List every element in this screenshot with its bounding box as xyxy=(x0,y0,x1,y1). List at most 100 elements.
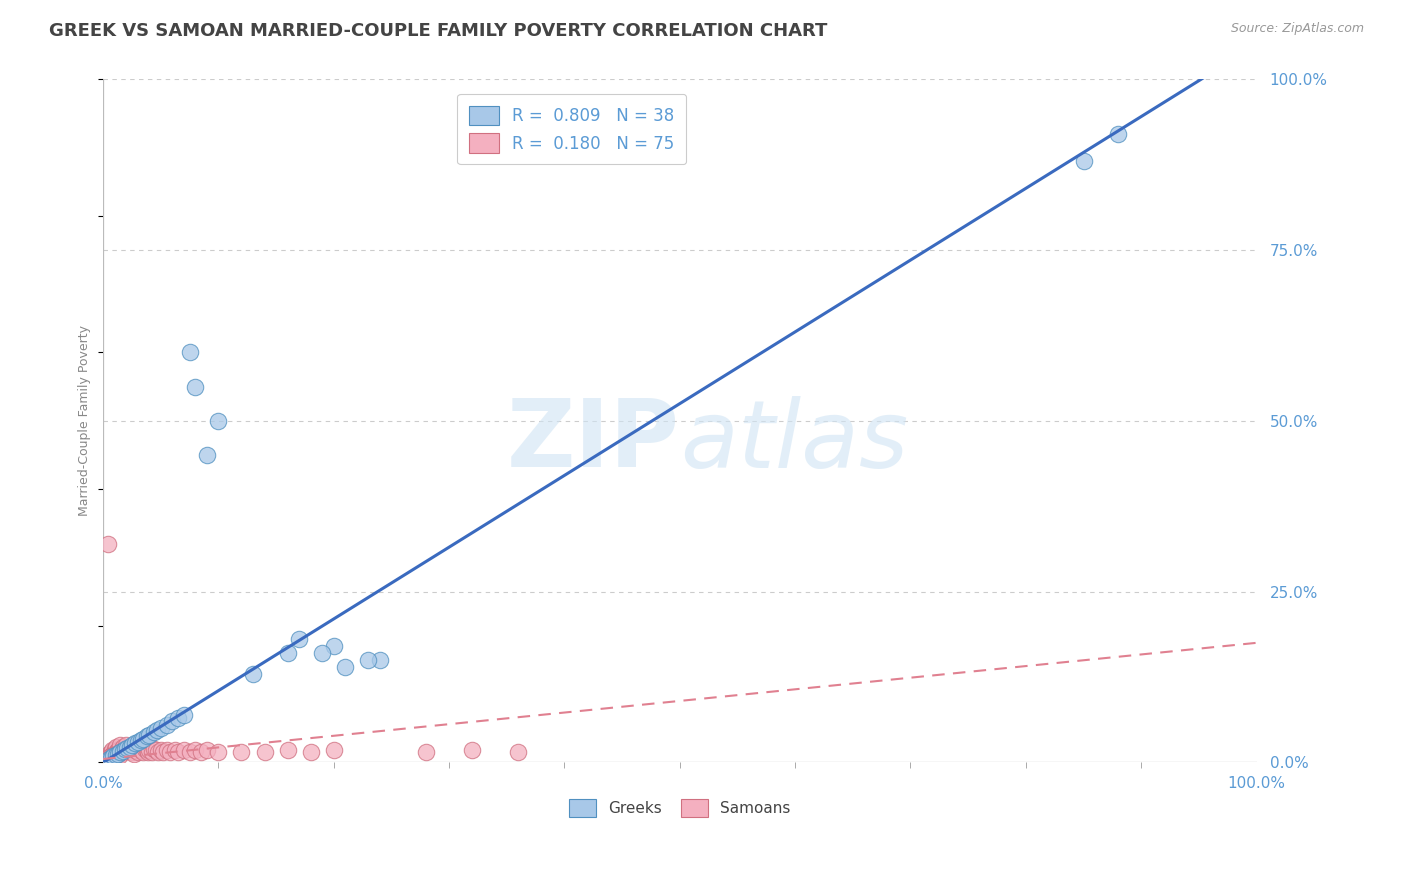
Point xyxy=(108,747,131,761)
Point xyxy=(104,741,127,756)
Point xyxy=(110,742,132,756)
Point xyxy=(136,745,159,759)
Point xyxy=(134,741,156,756)
Point xyxy=(97,753,120,767)
Text: Source: ZipAtlas.com: Source: ZipAtlas.com xyxy=(1230,22,1364,36)
Point xyxy=(103,747,125,762)
Point xyxy=(132,745,155,759)
Point xyxy=(104,750,127,764)
Point xyxy=(114,742,136,756)
Point xyxy=(207,745,229,759)
Point xyxy=(100,749,122,764)
Point xyxy=(98,750,121,764)
Point xyxy=(94,752,117,766)
Point xyxy=(461,743,484,757)
Point xyxy=(103,749,125,764)
Point xyxy=(162,714,184,729)
Point xyxy=(105,744,128,758)
Point xyxy=(107,747,129,761)
Point xyxy=(322,743,344,757)
Point xyxy=(121,745,143,759)
Point xyxy=(231,745,253,759)
Point xyxy=(120,743,142,757)
Point xyxy=(97,537,120,551)
Text: ZIP: ZIP xyxy=(508,395,681,487)
Point xyxy=(117,741,139,756)
Point xyxy=(368,653,391,667)
Point xyxy=(121,739,143,753)
Point xyxy=(149,743,172,757)
Point xyxy=(159,745,181,759)
Point xyxy=(1073,153,1095,168)
Point xyxy=(103,747,125,762)
Point xyxy=(100,750,122,764)
Point xyxy=(322,639,344,653)
Point xyxy=(96,750,118,764)
Point xyxy=(129,743,152,757)
Point xyxy=(311,646,333,660)
Point xyxy=(124,736,146,750)
Point xyxy=(110,739,132,753)
Point xyxy=(357,653,380,667)
Text: GREEK VS SAMOAN MARRIED-COUPLE FAMILY POVERTY CORRELATION CHART: GREEK VS SAMOAN MARRIED-COUPLE FAMILY PO… xyxy=(49,22,828,40)
Point xyxy=(135,743,157,757)
Point xyxy=(122,747,145,762)
Point xyxy=(97,748,120,763)
Point xyxy=(104,747,127,762)
Point xyxy=(104,740,127,755)
Point xyxy=(155,743,177,757)
Point xyxy=(415,745,437,759)
Point xyxy=(112,745,135,759)
Point xyxy=(190,745,212,759)
Point xyxy=(98,751,121,765)
Point xyxy=(107,747,129,761)
Point xyxy=(299,745,322,759)
Point xyxy=(117,741,139,756)
Point xyxy=(107,743,129,757)
Point xyxy=(114,743,136,757)
Point xyxy=(104,747,127,762)
Point xyxy=(118,740,141,755)
Point xyxy=(135,730,157,744)
Point xyxy=(253,745,276,759)
Point xyxy=(129,732,152,747)
Point xyxy=(111,740,134,755)
Point xyxy=(101,750,124,764)
Point xyxy=(167,711,190,725)
Point xyxy=(138,743,160,757)
Point xyxy=(508,745,530,759)
Point xyxy=(100,745,122,759)
Point xyxy=(122,739,145,753)
Point xyxy=(195,743,218,757)
Point xyxy=(155,718,177,732)
Point xyxy=(179,745,201,759)
Point xyxy=(115,739,138,753)
Point xyxy=(111,744,134,758)
Point xyxy=(125,740,148,755)
Point xyxy=(1107,127,1129,141)
Point xyxy=(132,731,155,746)
Point xyxy=(277,743,299,757)
Text: atlas: atlas xyxy=(681,396,908,487)
Point xyxy=(97,747,120,762)
Point xyxy=(173,707,195,722)
Point xyxy=(104,746,127,760)
Point xyxy=(110,745,132,759)
Point xyxy=(152,745,174,759)
Point xyxy=(207,414,229,428)
Point xyxy=(148,745,170,759)
Point xyxy=(184,743,207,757)
Point xyxy=(127,745,149,759)
Point xyxy=(138,728,160,742)
Point xyxy=(179,345,201,359)
Point xyxy=(145,743,167,757)
Point xyxy=(146,723,169,738)
Point xyxy=(108,748,131,763)
Point xyxy=(335,659,357,673)
Point xyxy=(97,750,120,764)
Point xyxy=(167,745,190,759)
Point xyxy=(163,743,186,757)
Point xyxy=(101,743,124,757)
Point xyxy=(117,744,139,758)
Point xyxy=(110,745,132,759)
